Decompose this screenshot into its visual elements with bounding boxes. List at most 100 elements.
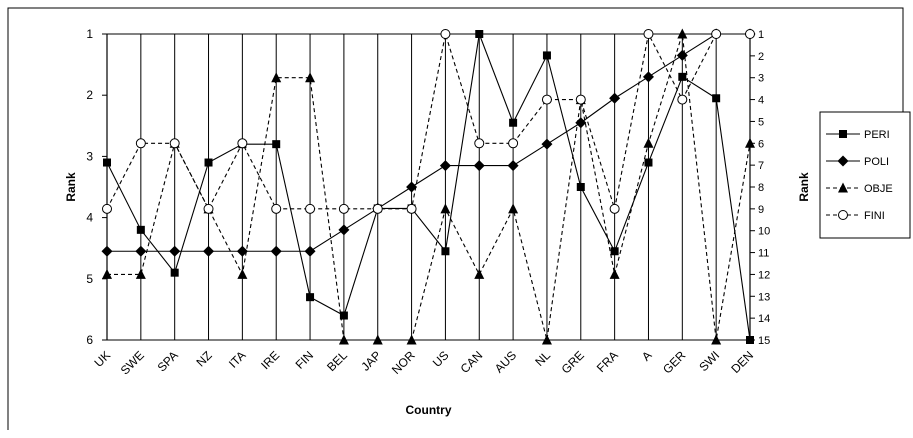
point-obje-fra (609, 268, 620, 279)
point-peri-uk (103, 158, 111, 167)
x-tick-label: UK (91, 348, 113, 370)
point-obje-can (474, 268, 485, 279)
point-peri-bel (339, 311, 348, 320)
y-right-tick-label: 4 (758, 95, 764, 107)
point-peri-swe (136, 225, 145, 234)
point-fini-den (745, 29, 755, 39)
point-fini-ita (237, 138, 248, 149)
point-peri-fra (610, 247, 619, 256)
y-right-tick-label: 8 (758, 182, 764, 194)
point-obje-ita (237, 268, 248, 279)
x-tick-label: FIN (293, 348, 317, 372)
point-obje-ire (271, 72, 282, 83)
point-poli-ire (270, 245, 282, 257)
point-peri-nl (542, 51, 551, 60)
y-left-tick-label: 3 (86, 149, 93, 163)
x-tick-label: SPA (155, 348, 181, 374)
point-peri-ire (272, 140, 281, 149)
point-poli-ita (236, 245, 248, 257)
point-obje-us (440, 203, 451, 214)
legend-label-fini: FINI (864, 210, 885, 222)
legend-marker-obje (838, 182, 848, 193)
point-poli-aus (507, 160, 519, 172)
point-fini-jap (372, 203, 383, 214)
point-peri-fin (306, 293, 315, 302)
point-fini-swe (135, 138, 146, 149)
y-right-tick-label: 2 (758, 51, 764, 63)
point-poli-uk (101, 245, 113, 257)
point-fini-aus (508, 138, 519, 149)
series-line-peri (106, 31, 751, 341)
point-fini-bel (338, 203, 349, 214)
point-fini-can (474, 138, 485, 149)
point-poli-spa (169, 245, 181, 257)
chart-area-border (7, 7, 904, 430)
y-right-tick-label: 15 (758, 335, 770, 347)
point-poli-us (439, 160, 451, 172)
point-peri-spa (170, 268, 179, 277)
point-obje-fin (305, 72, 316, 83)
legend-marker-poli (837, 155, 849, 167)
point-poli-a (642, 71, 654, 83)
x-tick-label: ITA (226, 348, 248, 370)
point-obje-den (745, 137, 755, 148)
point-fini-ire (271, 203, 282, 214)
series-fini (102, 29, 755, 214)
x-tick-label: FRA (594, 348, 621, 375)
y-right-tick-label: 9 (758, 204, 764, 216)
x-tick-label: SWI (696, 348, 722, 374)
x-tick-label: US (430, 348, 452, 370)
point-obje-ger (677, 28, 688, 39)
point-poli-gre (575, 117, 587, 129)
legend-label-peri: PERI (864, 129, 890, 141)
y-right-tick-label: 5 (758, 116, 764, 128)
point-peri-us (441, 247, 450, 256)
x-tick-label: GRE (559, 348, 587, 376)
series-line-fini (106, 32, 750, 211)
point-obje-jap (372, 334, 383, 345)
point-peri-ger (678, 72, 687, 81)
point-obje-swe (135, 268, 146, 279)
point-poli-can (473, 160, 485, 172)
point-peri-aus (509, 118, 518, 127)
series-poli (101, 28, 756, 257)
x-tick-label: DEN (728, 348, 756, 376)
x-tick-label: NL (532, 348, 553, 369)
legend-marker-fini (838, 210, 848, 220)
x-tick-label: IRE (258, 348, 282, 372)
point-fini-fra (609, 203, 620, 214)
point-obje-uk (102, 268, 112, 279)
y-left-tick-label: 4 (86, 211, 93, 225)
y-axis-right-title: Rank (797, 172, 811, 202)
legend-label-poli: POLI (864, 156, 889, 168)
point-fini-a (643, 29, 654, 39)
x-tick-label: NZ (193, 348, 214, 369)
y-right-tick-label: 11 (758, 248, 769, 260)
y-right-tick-label: 12 (758, 269, 770, 281)
x-tick-label: CAN (458, 348, 486, 376)
point-poli-fin (304, 245, 316, 257)
y-right-tick-label: 14 (758, 313, 770, 325)
point-peri-can (475, 30, 484, 38)
series-peri (103, 30, 754, 344)
point-poli-nz (203, 245, 215, 257)
point-obje-swi (711, 334, 722, 345)
y-right-tick-label: 7 (758, 160, 764, 172)
y-axis-left-title: Rank (64, 172, 78, 202)
point-fini-uk (102, 203, 112, 214)
y-right-tick-label: 3 (758, 73, 764, 85)
x-tick-label: A (639, 348, 655, 364)
point-poli-swe (135, 245, 147, 257)
point-poli-ger (676, 49, 688, 61)
point-fini-nor (406, 203, 417, 214)
y-left-tick-label: 6 (86, 333, 93, 347)
series-line-obje (107, 33, 751, 341)
point-fini-gre (575, 94, 586, 105)
point-peri-swi (712, 94, 721, 103)
y-right-tick-label: 10 (758, 226, 770, 238)
y-right-tick-label: 13 (758, 291, 770, 303)
point-fini-swi (711, 29, 722, 39)
point-poli-fra (609, 92, 621, 104)
point-peri-nz (204, 158, 213, 167)
point-obje-nor (406, 334, 417, 345)
